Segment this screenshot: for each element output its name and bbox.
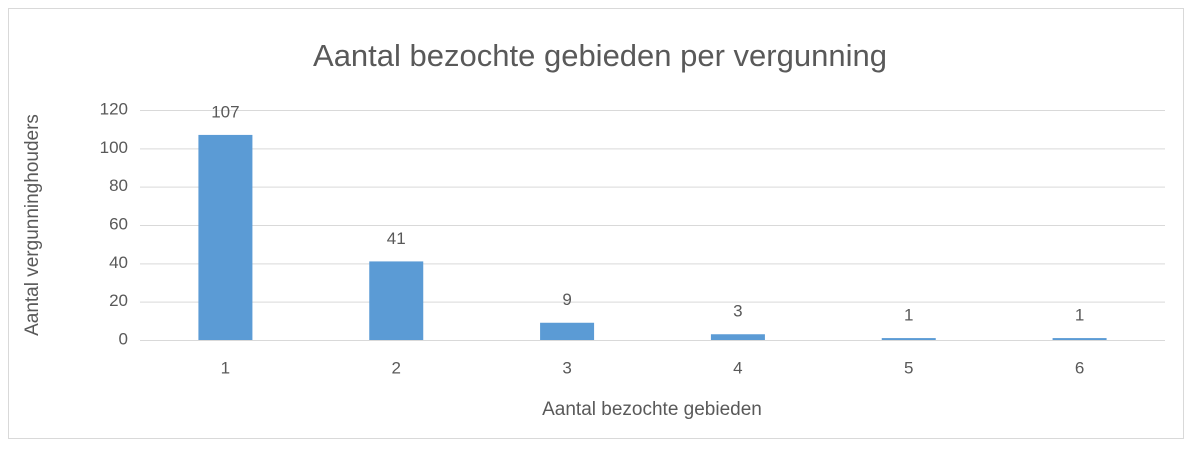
y-tick-label: 0 xyxy=(119,329,128,348)
x-tick-label: 6 xyxy=(1075,358,1084,377)
y-tick-label: 20 xyxy=(109,291,128,310)
data-label: 9 xyxy=(562,290,571,309)
data-label: 1 xyxy=(904,306,913,325)
x-tick-label: 3 xyxy=(562,358,571,377)
bar xyxy=(369,261,424,340)
y-tick-label: 40 xyxy=(109,253,128,272)
x-tick-label: 1 xyxy=(221,358,230,377)
bar xyxy=(710,334,765,340)
x-tick-label: 4 xyxy=(733,358,742,377)
y-tick-label: 100 xyxy=(100,138,128,157)
chart-title: Aantal bezochte gebieden per vergunning xyxy=(313,38,887,73)
y-axis-title: Aantal vergunninghouders xyxy=(22,114,43,336)
data-label: 1 xyxy=(1075,306,1084,325)
y-tick-label: 80 xyxy=(109,176,128,195)
y-tick-label: 120 xyxy=(100,99,128,118)
bar xyxy=(881,338,936,340)
data-label: 41 xyxy=(387,229,406,248)
bar xyxy=(540,322,595,340)
x-axis-title: Aantal bezochte gebieden xyxy=(542,399,762,420)
bar xyxy=(198,134,253,340)
data-label: 107 xyxy=(211,102,239,121)
y-tick-label: 60 xyxy=(109,214,128,233)
x-tick-label: 2 xyxy=(392,358,401,377)
data-label: 3 xyxy=(733,302,742,321)
x-tick-label: 5 xyxy=(904,358,913,377)
bar xyxy=(1052,338,1107,340)
